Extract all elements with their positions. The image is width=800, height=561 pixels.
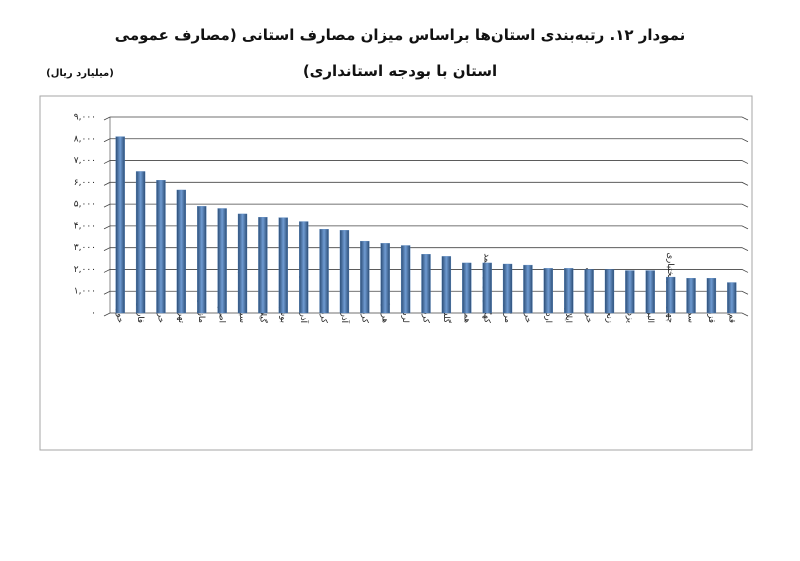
bar [339,230,350,314]
y-tick-label: ۲,۰۰۰ [74,265,96,275]
y-axis-unit: (میلیارد ریال) [46,68,114,79]
bar [400,245,411,314]
bar [176,189,187,314]
bar [502,263,513,314]
bar [380,243,390,314]
bar [584,269,594,314]
bar [564,268,574,314]
x-tick-label: گیلان [257,305,268,324]
bar [706,278,717,314]
bar [543,268,553,314]
y-tick-label: ۹,۰۰۰ [74,113,96,123]
x-tick-label: یزد [624,312,634,323]
bar [625,270,635,314]
grid-line [103,225,749,230]
x-tick-label: ایلام [563,308,573,323]
grid-line [103,247,749,252]
grid-line [103,138,749,143]
bar [441,256,452,314]
y-tick-label: ۶,۰۰۰ [74,178,96,188]
grid-line [103,160,749,164]
y-tick-label: ۸,۰۰۰ [74,134,96,144]
bar [115,136,125,314]
bar [319,229,329,314]
bar [360,240,370,314]
bar [686,278,696,314]
bar [604,269,615,314]
bar [523,264,533,314]
y-tick-label: ٠ [91,309,96,319]
bar [217,208,227,314]
x-tick-label: تهران [176,303,186,323]
y-tick-label: ۷,۰۰۰ [74,156,96,166]
chart-subtitle: استان با بودجه استانداری) [303,62,497,80]
chart-frame [39,95,753,451]
bar [237,213,248,314]
bar [197,206,207,314]
bar [278,217,288,314]
bar [645,270,655,314]
y-tick-label: ۵,۰۰۰ [74,200,96,210]
grid-line [103,116,749,121]
y-tick-label: ۱,۰۰۰ [74,287,96,297]
bar [258,217,268,314]
bar [156,180,166,314]
x-tick-label: قم [726,313,736,323]
grid-line [103,203,749,208]
y-tick-label: ۴,۰۰۰ [74,221,96,231]
y-tick-label: ۳,۰۰۰ [74,243,96,253]
bar [299,221,309,314]
bar [727,282,737,314]
x-tick-label: البرز [645,306,655,323]
bar [421,254,431,314]
bar [135,171,146,314]
bar [462,262,472,314]
grid-line [103,181,749,186]
bar [482,262,492,314]
chart-title: نمودار ۱۲. رتبه‌بندی استان‌ها براساس میز… [115,26,686,44]
bar [665,276,676,314]
